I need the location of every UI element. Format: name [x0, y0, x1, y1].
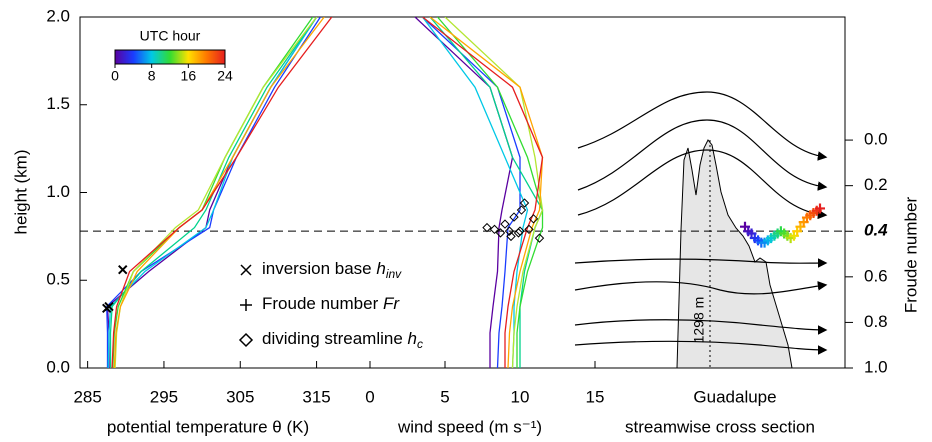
streamline	[577, 91, 828, 161]
dividing-marker	[528, 214, 539, 224]
legend-italic: h	[408, 329, 417, 348]
streamline	[577, 119, 828, 191]
dividing-marker	[519, 198, 530, 208]
froude-marker	[815, 203, 825, 214]
legend-text: inversion base	[262, 259, 376, 278]
profile-line	[444, 17, 544, 368]
y-tick-label: 1.0	[46, 182, 70, 201]
y-tick-label: 0.5	[46, 270, 70, 289]
profile-line	[111, 17, 333, 368]
dividing-marker	[534, 233, 545, 243]
site-label: Guadalupe	[693, 387, 776, 406]
streamlines	[574, 91, 828, 355]
legend-symbol	[240, 264, 252, 276]
streamline	[574, 340, 828, 355]
dividing-marker	[495, 228, 506, 238]
profile-line	[106, 17, 321, 368]
y2-tick-label: 0.0	[864, 130, 888, 149]
x-tick-label: 315	[302, 387, 330, 406]
x-tick-label: 5	[440, 387, 449, 406]
dividing-marker	[500, 219, 510, 229]
dividing-marker	[504, 226, 515, 236]
colorbar	[114, 49, 226, 65]
peak-label: 1298 m	[691, 297, 707, 344]
colorbar-tick-label: 16	[181, 68, 197, 84]
y2-tick-label: 0.8	[864, 312, 888, 331]
profile-line	[437, 17, 544, 368]
legend-label: dividing streamline hc	[262, 329, 423, 351]
profile-line	[109, 17, 318, 368]
streamline	[574, 258, 828, 268]
x-tick-label: 15	[586, 387, 605, 406]
legend-sub: inv	[386, 267, 402, 281]
colorbar-tick-label: 8	[148, 68, 156, 84]
y-tick-label: 1.5	[46, 94, 70, 113]
profile-line	[429, 17, 544, 368]
legend-label: Froude number Fr	[262, 294, 400, 313]
mountain	[676, 139, 793, 369]
dividing-marker	[524, 224, 534, 235]
x-axis-title: wind speed (m s⁻¹)	[397, 417, 542, 436]
legend-symbol	[240, 299, 252, 311]
x-tick-label: 305	[226, 387, 254, 406]
dividing-marker	[515, 226, 525, 236]
streamline	[574, 281, 828, 295]
colorbar-title: UTC hour	[140, 28, 201, 44]
y-axis-title: height (km)	[11, 149, 30, 234]
x-tick-label: 0	[365, 387, 374, 406]
x-axis-title: streamwise cross section	[625, 417, 815, 436]
legend-italic: Fr	[383, 294, 400, 313]
x-tick-label: 285	[73, 387, 101, 406]
legend-text: Froude number	[262, 294, 383, 313]
streamline	[577, 149, 828, 220]
inversion-marker	[118, 265, 128, 275]
x-tick-label: 10	[511, 387, 530, 406]
dividing-marker	[482, 222, 492, 233]
y-tick-label: 2.0	[46, 6, 70, 25]
plot-area	[106, 17, 544, 368]
y2-tick-label: 1.0	[864, 357, 888, 376]
profile-line	[422, 17, 521, 368]
colorbar-tick-label: 24	[217, 68, 233, 84]
dividing-marker	[516, 205, 527, 215]
y2-tick-label: 0.6	[864, 266, 888, 285]
dividing-marker	[506, 231, 516, 242]
legend-symbol	[238, 332, 254, 348]
y2-tick-label: 0.4	[864, 221, 888, 240]
dividing-marker	[489, 224, 500, 235]
y2-tick-label: 0.2	[864, 175, 888, 194]
inversion-marker	[104, 301, 114, 312]
profile-line	[422, 17, 544, 368]
legend-sub: c	[417, 337, 423, 351]
legend-label: inversion base hinv	[262, 259, 402, 281]
profile-line	[421, 17, 529, 368]
x-axis-title: potential temperature θ (K)	[107, 417, 309, 436]
x-tick-label: 295	[150, 387, 178, 406]
y2-axis-title: Froude number	[901, 197, 920, 314]
y-tick-label: 0.0	[46, 357, 70, 376]
streamline	[574, 319, 828, 335]
legend-italic: h	[376, 259, 385, 278]
legend-text: dividing streamline	[262, 329, 408, 348]
profile-line	[429, 17, 544, 368]
colorbar-tick-label: 0	[111, 68, 119, 84]
dividing-marker	[509, 212, 519, 222]
